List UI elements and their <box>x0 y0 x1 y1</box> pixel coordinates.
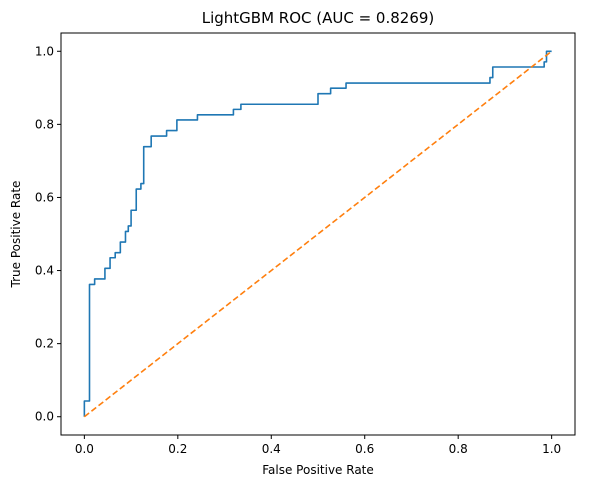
y-tick-label: 0.0 <box>35 410 54 424</box>
x-tick-label: 0.4 <box>262 442 281 456</box>
y-axis-label: True Positive Rate <box>9 181 23 289</box>
x-axis-label: False Positive Rate <box>262 463 374 477</box>
y-tick-label: 0.4 <box>35 264 54 278</box>
series-line-1 <box>83 50 552 417</box>
x-ticks: 0.0 0.2 0.4 0.6 0.8 1.0 <box>75 435 561 456</box>
y-tick-label: 0.6 <box>35 190 54 204</box>
series-layer <box>83 50 553 418</box>
x-tick-label: 0.8 <box>449 442 468 456</box>
x-tick-label: 0.2 <box>168 442 187 456</box>
series-line-2 <box>83 50 553 418</box>
y-tick-label: 0.2 <box>35 337 54 351</box>
x-tick-label: 1.0 <box>542 442 561 456</box>
chart-title: LightGBM ROC (AUC = 0.8269) <box>202 9 435 27</box>
y-tick-label: 0.8 <box>35 117 54 131</box>
y-tick-label: 1.0 <box>35 44 54 58</box>
plot-frame <box>60 32 576 436</box>
x-tick-label: 0.6 <box>355 442 374 456</box>
y-ticks: 0.0 0.2 0.4 0.6 0.8 1.0 <box>35 44 61 424</box>
x-tick-label: 0.0 <box>75 442 94 456</box>
